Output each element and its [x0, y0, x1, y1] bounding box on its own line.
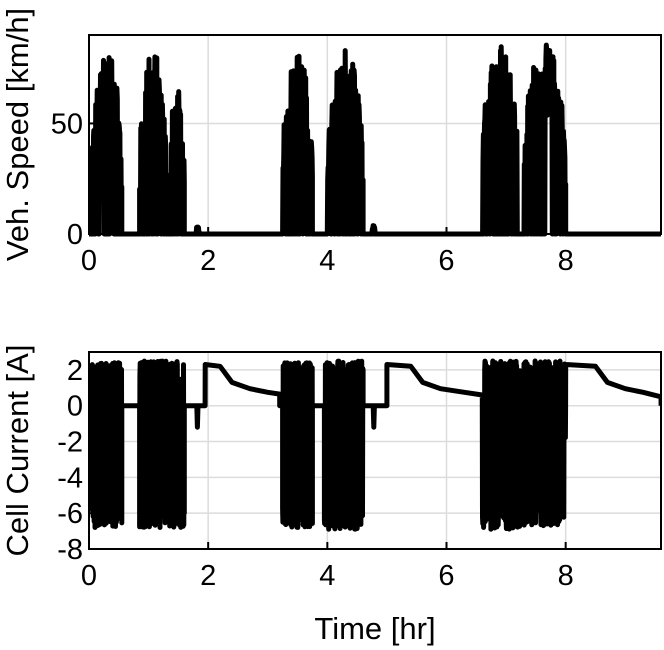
y-axis-label: Veh. Speed [km/h] [0, 8, 35, 261]
axes-frame [88, 351, 662, 550]
x-axis-label: Time [hr] [314, 611, 435, 646]
y-tick-label: -8 [57, 534, 83, 566]
speed-chart: 0 2 4 6 8 0 50 Veh. Speed [km/h] [0, 8, 662, 277]
data-layer [89, 358, 661, 532]
y-tick-label: -2 [57, 427, 83, 459]
x-tick-label: 0 [81, 560, 97, 592]
y-tick-label: 0 [67, 391, 83, 423]
y-tick-label: -6 [57, 498, 83, 530]
y-axis-label: Cell Current [A] [0, 345, 35, 557]
x-tick-label: 4 [319, 245, 335, 277]
data-layer [89, 42, 661, 237]
x-tick-label: 8 [558, 560, 574, 592]
y-tick-label: 50 [51, 108, 83, 140]
axes-frame [88, 34, 662, 235]
x-tick-label: 0 [81, 245, 97, 277]
x-tick-label: 6 [438, 245, 454, 277]
x-tick-label: 8 [558, 245, 574, 277]
x-tick-label: 6 [438, 560, 454, 592]
y-tick-label: 2 [67, 355, 83, 387]
series-line [89, 358, 661, 532]
x-tick-label: 4 [319, 560, 335, 592]
series-line [89, 42, 661, 237]
y-tick-label: 0 [67, 219, 83, 251]
x-tick-label: 2 [200, 245, 216, 277]
y-tick-label: -4 [57, 462, 83, 494]
current-chart: 0 2 4 6 8 -8 -6 -4-2 0 2 Cell Current [A] Time [hr] [0, 345, 662, 646]
x-tick-label: 2 [200, 560, 216, 592]
